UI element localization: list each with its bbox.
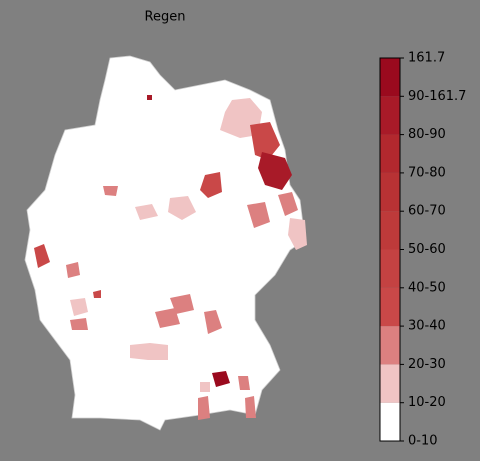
colorbar-segment [380, 96, 400, 135]
country-outline [24, 55, 306, 431]
region [245, 396, 256, 418]
region [147, 95, 152, 100]
region [258, 152, 292, 190]
region [288, 218, 307, 250]
region [247, 202, 270, 228]
region [200, 172, 222, 198]
region [34, 244, 50, 268]
germany-map [24, 55, 307, 431]
region [238, 376, 250, 390]
colorbar-label: 60-70 [408, 204, 446, 219]
region [250, 122, 280, 160]
region [168, 196, 196, 220]
region [198, 396, 210, 420]
colorbar-label: 40-50 [408, 280, 446, 295]
region [70, 298, 88, 316]
region [70, 318, 88, 330]
colorbar-segment [380, 287, 400, 327]
region [204, 310, 222, 334]
colorbar-label: 30-40 [408, 319, 446, 334]
colorbar-segment [380, 211, 400, 250]
colorbar-segment [380, 364, 400, 403]
region [93, 290, 101, 298]
colorbar: 0-10 10-20 20-30 30-40 40-50 50-60 60-70 70-80 8… [379, 51, 466, 449]
region [135, 204, 158, 220]
region [155, 308, 180, 328]
colorbar-label: 70-80 [408, 165, 446, 180]
colorbar-label: 161.7 [408, 51, 445, 66]
colorbar-label: 50-60 [408, 242, 446, 257]
colorbar-label: 0-10 [408, 434, 438, 449]
region [170, 294, 194, 314]
colorbar-label: 20-30 [408, 357, 446, 372]
colorbar-segment [380, 58, 400, 97]
colorbar-segment [380, 172, 400, 212]
region [212, 371, 230, 387]
map-title: Regen [145, 10, 186, 25]
region [103, 186, 118, 196]
region [66, 262, 80, 278]
region [278, 192, 298, 216]
region [130, 343, 168, 360]
colorbar-segment [380, 326, 400, 365]
colorbar-segment [380, 249, 400, 288]
colorbar-label: 10-20 [408, 395, 446, 410]
colorbar-segment [380, 134, 400, 173]
region [200, 382, 210, 392]
colorbar-label: 90-161.7 [408, 89, 466, 104]
colorbar-label: 80-90 [408, 127, 446, 142]
colorbar-segment [380, 402, 400, 441]
